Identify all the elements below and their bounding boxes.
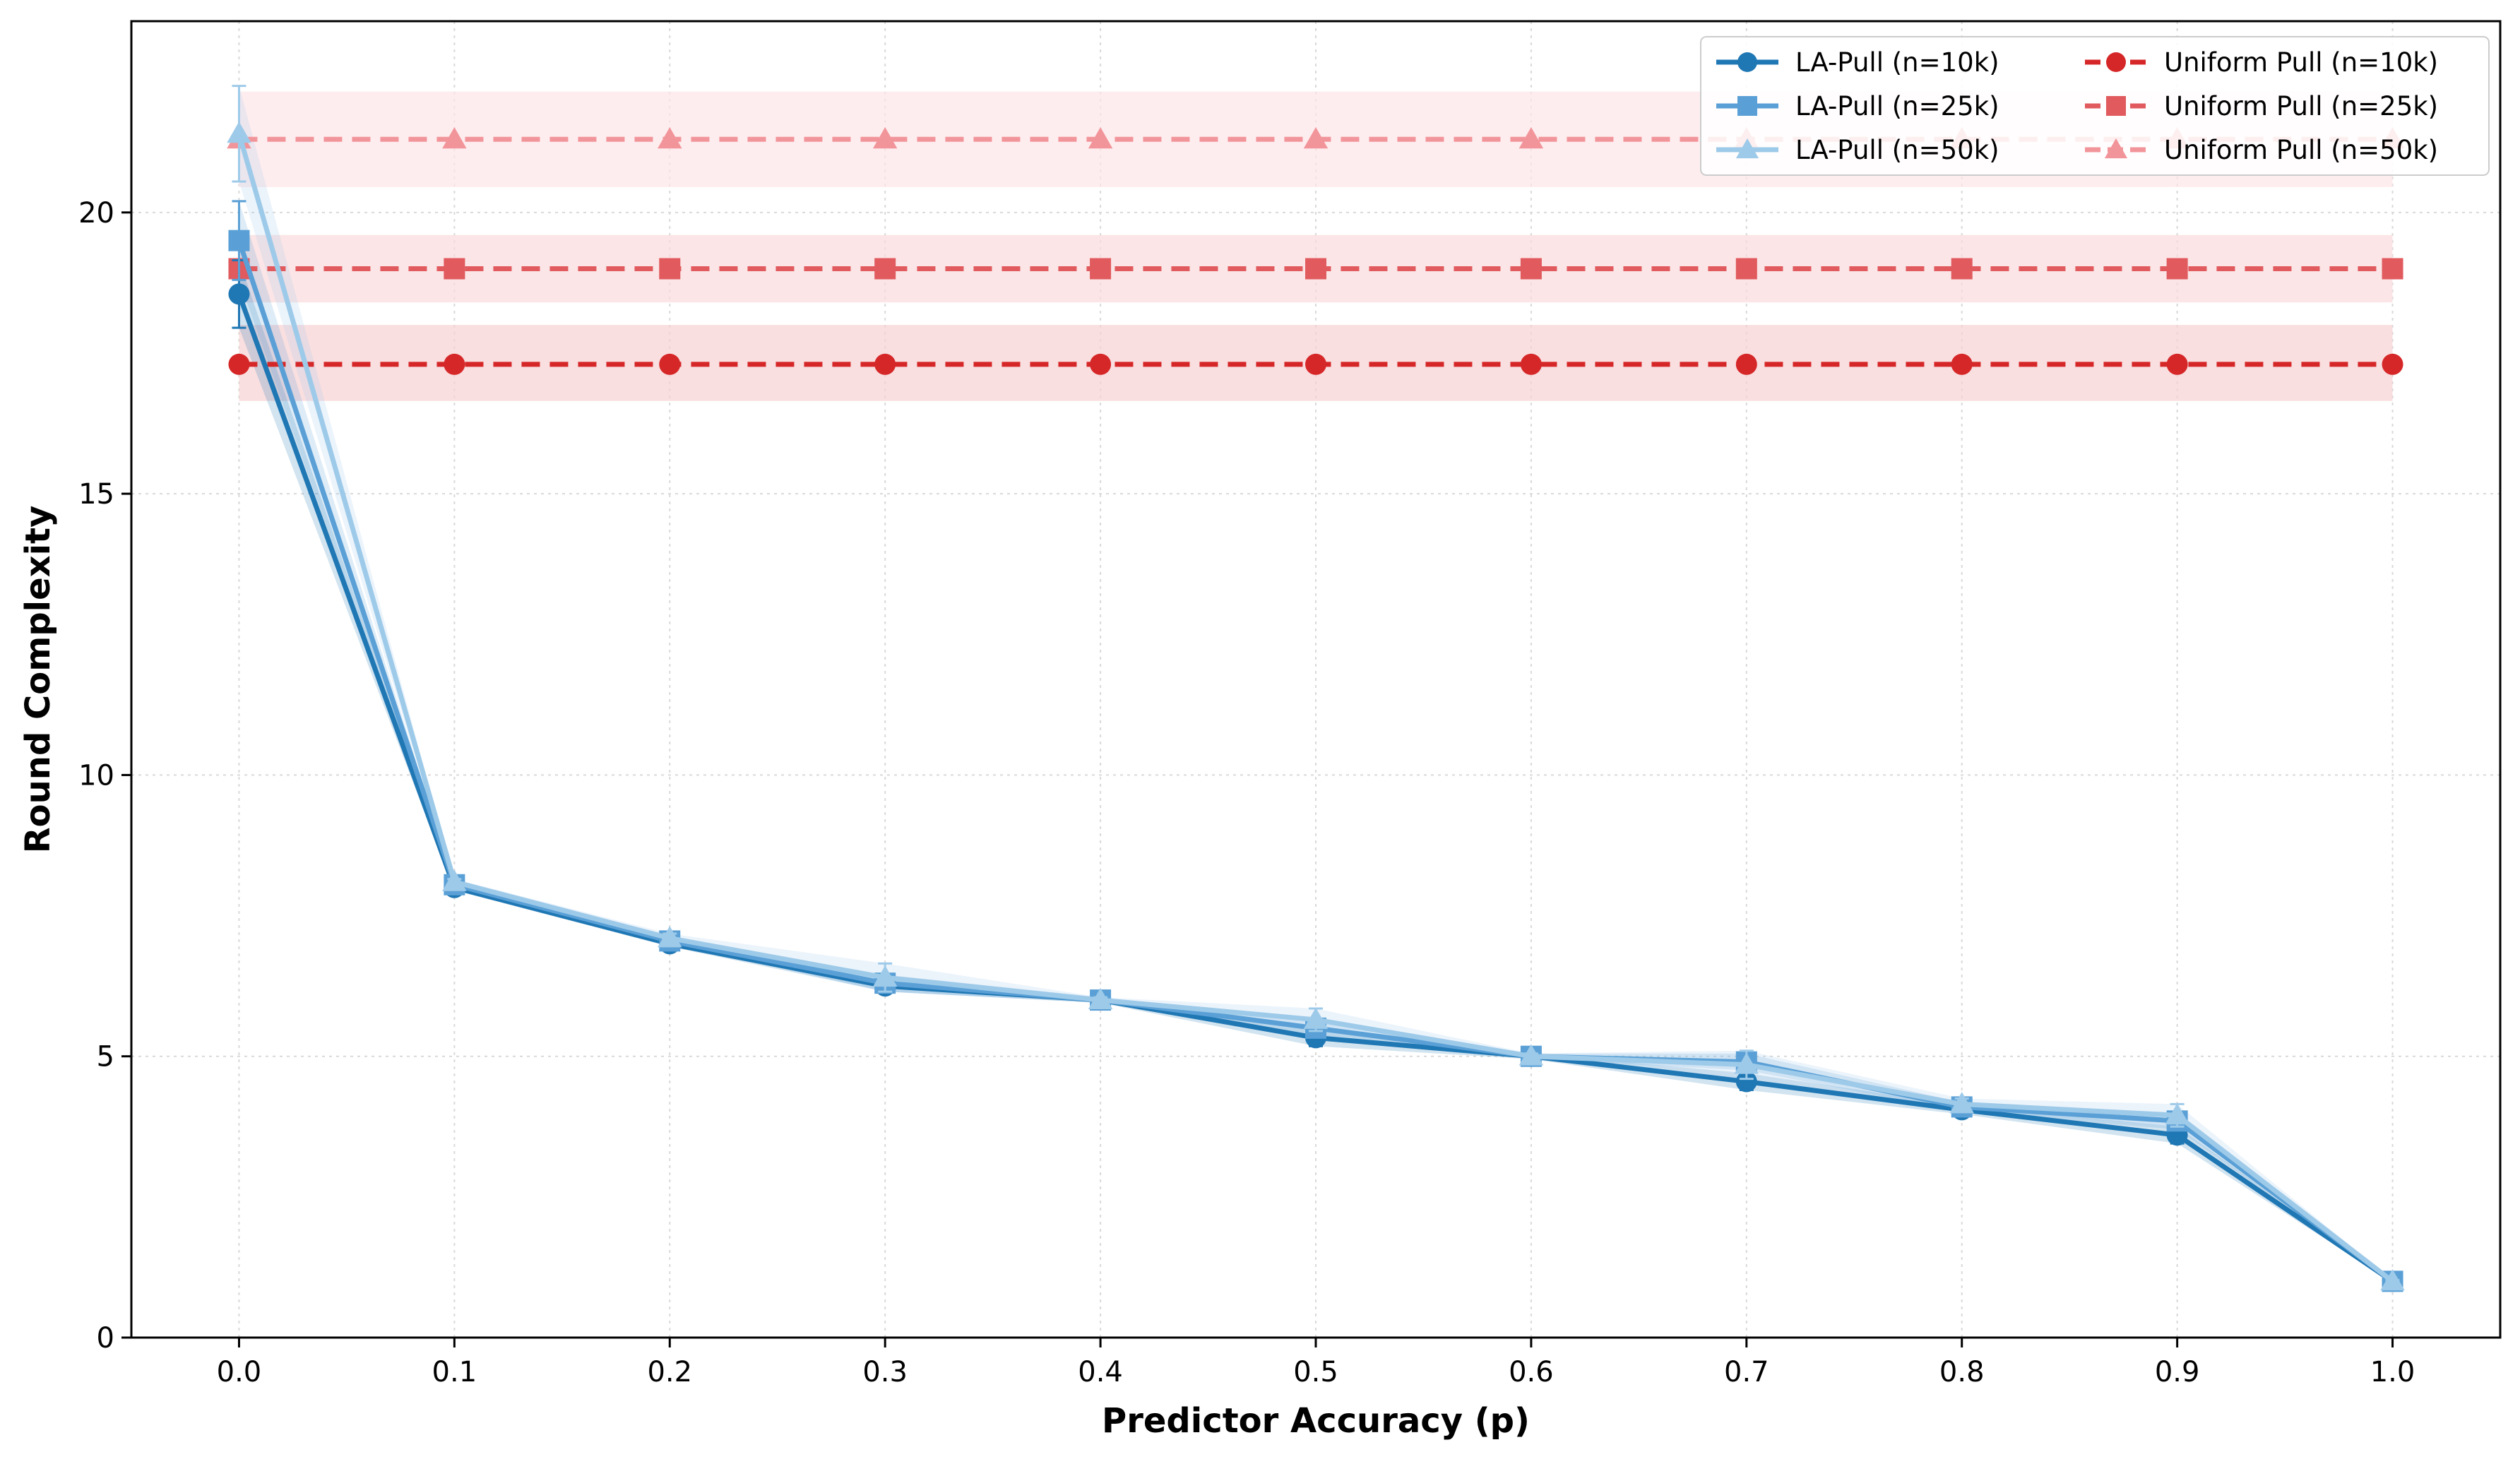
legend-label: Uniform Pull (n=50k) xyxy=(2164,135,2438,165)
y-tick-label: 0 xyxy=(97,1322,114,1355)
x-tick-label: 0.5 xyxy=(1293,1356,1338,1388)
legend-entry: LA-Pull (n=10k) xyxy=(1716,47,1999,78)
legend-marker xyxy=(1735,138,1759,159)
y-tick-label: 5 xyxy=(97,1041,114,1073)
data-point xyxy=(1088,127,1113,149)
legend: LA-Pull (n=10k) LA-Pull (n=25k) LA-Pull (n… xyxy=(1700,36,2490,176)
data-point xyxy=(442,127,467,149)
y-axis-label: Round Complexity xyxy=(18,506,58,854)
series-la xyxy=(227,85,2405,1291)
data-point xyxy=(2382,353,2403,375)
data-point xyxy=(1734,1052,1759,1074)
x-tick-label: 0.7 xyxy=(1724,1356,1769,1388)
data-point xyxy=(1735,258,1757,280)
legend-label: LA-Pull (n=10k) xyxy=(1795,47,1999,78)
x-tick-label: 0.0 xyxy=(217,1356,262,1388)
data-point xyxy=(659,353,681,375)
y-tick-label: 15 xyxy=(78,478,114,511)
legend-entry: LA-Pull (n=50k) xyxy=(1716,135,1999,165)
data-point xyxy=(1735,1071,1757,1093)
legend-entry: Uniform Pull (n=25k) xyxy=(2085,91,2438,121)
data-point xyxy=(444,353,465,375)
data-point xyxy=(227,121,251,143)
legend-marker xyxy=(1737,96,1757,116)
legend-marker xyxy=(2106,52,2126,72)
data-point xyxy=(1518,1044,1544,1066)
legend-label: Uniform Pull (n=10k) xyxy=(2164,47,2438,78)
data-point xyxy=(228,230,250,251)
data-point xyxy=(874,258,896,280)
data-point xyxy=(2166,353,2188,375)
data-point xyxy=(1303,1007,1329,1029)
y-tick-label: 10 xyxy=(78,759,114,792)
legend-marker xyxy=(1737,52,1757,72)
legend-entry: Uniform Pull (n=10k) xyxy=(2085,47,2438,78)
series-uniform xyxy=(228,353,2403,375)
data-point xyxy=(228,353,250,375)
data-point xyxy=(1305,353,1326,375)
x-tick-label: 0.1 xyxy=(432,1356,477,1388)
legend-marker xyxy=(2104,138,2128,159)
data-point xyxy=(1518,127,1544,149)
data-point xyxy=(1520,258,1542,280)
data-point xyxy=(228,283,250,305)
data-point xyxy=(872,965,898,987)
data-point xyxy=(658,127,682,149)
data-point xyxy=(1951,353,1973,375)
legend-label: LA-Pull (n=25k) xyxy=(1795,91,1999,121)
data-point xyxy=(1090,353,1112,375)
x-tick-label: 0.3 xyxy=(862,1356,908,1388)
data-point xyxy=(1951,258,1973,280)
y-tick-label: 20 xyxy=(78,197,114,230)
series-lines xyxy=(227,85,2405,1292)
data-point xyxy=(2165,1103,2189,1125)
data-point xyxy=(1949,1092,1974,1114)
x-tick-label: 1.0 xyxy=(2370,1356,2415,1388)
legend-entry: LA-Pull (n=25k) xyxy=(1716,91,1999,121)
data-point xyxy=(1303,127,1329,149)
x-tick-label: 0.9 xyxy=(2155,1356,2200,1388)
data-point xyxy=(444,258,465,280)
data-point xyxy=(1088,987,1113,1009)
x-tick-label: 0.6 xyxy=(1509,1356,1554,1388)
data-point xyxy=(442,869,467,891)
data-point xyxy=(659,258,681,280)
legend-marker xyxy=(2106,96,2126,116)
x-tick-label: 0.2 xyxy=(647,1356,692,1388)
axes: 0.0 0.1 0.2 0.3 0.4 0.5 0.6 0.7 0.8 0.9 1.0 0 5 10 15 2… xyxy=(78,20,2502,1388)
data-point xyxy=(1305,258,1326,280)
legend-entry: Uniform Pull (n=50k) xyxy=(2085,135,2438,165)
data-point xyxy=(2380,1269,2405,1291)
legend-label: LA-Pull (n=50k) xyxy=(1795,135,1999,165)
data-point xyxy=(1735,353,1757,375)
x-axis-label: Predictor Accuracy (p) xyxy=(1102,1401,1530,1441)
data-point xyxy=(874,353,896,375)
x-tick-label: 0.8 xyxy=(1939,1356,1985,1388)
legend-label: Uniform Pull (n=25k) xyxy=(2164,91,2438,121)
data-point xyxy=(658,926,682,948)
data-point xyxy=(1520,353,1542,375)
data-point xyxy=(2166,258,2188,280)
x-tick-label: 0.4 xyxy=(1078,1356,1123,1388)
data-point xyxy=(1090,258,1112,280)
data-point xyxy=(872,127,898,149)
data-point xyxy=(2382,258,2403,280)
